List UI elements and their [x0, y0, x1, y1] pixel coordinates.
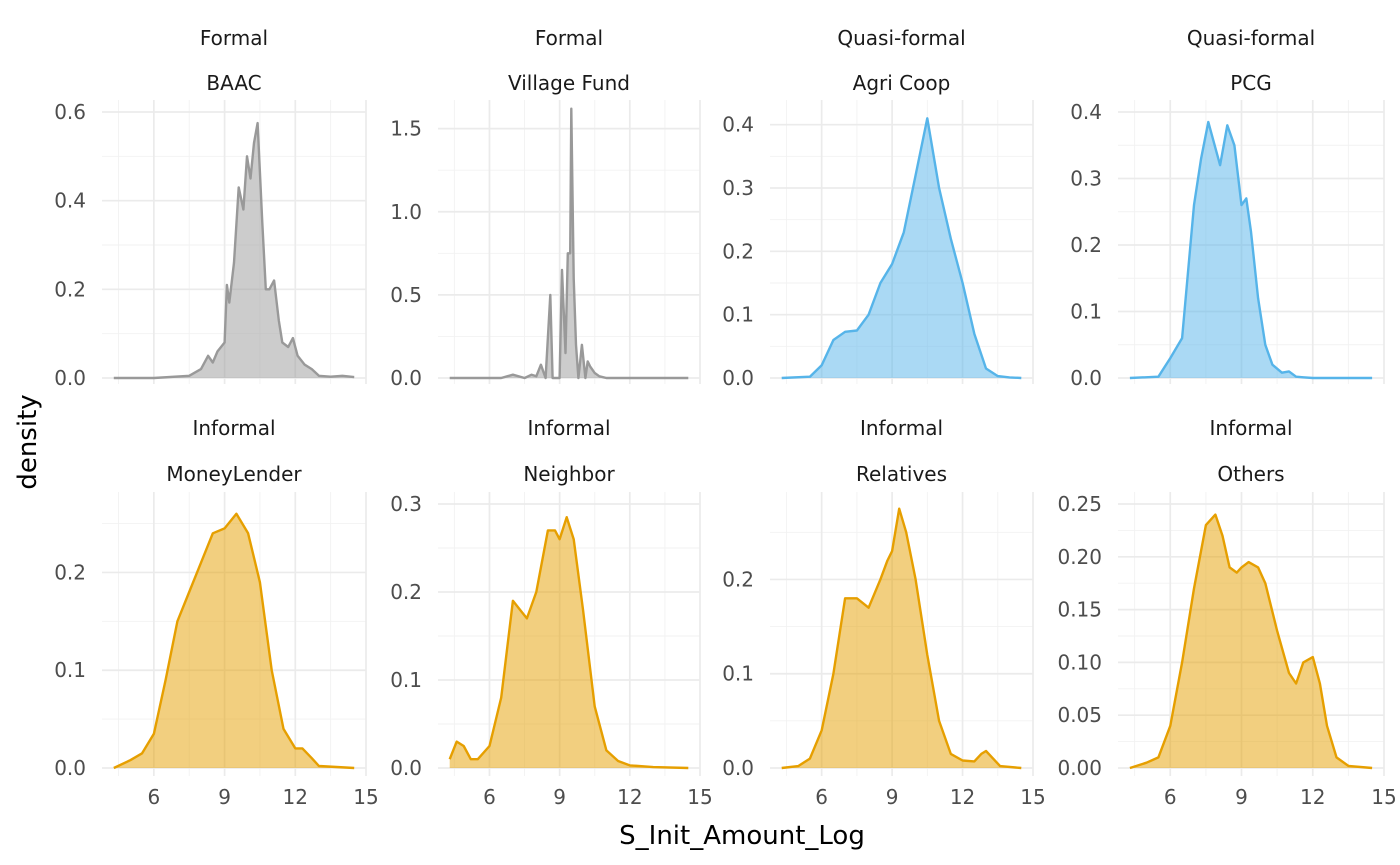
- density-line-pcg: [1129, 120, 1373, 380]
- density-area-pcg: [1129, 122, 1373, 378]
- density-area-baac: [113, 123, 355, 378]
- y-tick-label: 0.1: [722, 662, 754, 686]
- y-tick-label: 0.2: [54, 277, 86, 301]
- density-area-relatives: [781, 508, 1022, 768]
- y-tick-label: 0.0: [1070, 366, 1102, 390]
- x-tick-label: 15: [1371, 785, 1396, 809]
- x-tick-label: 9: [1235, 785, 1248, 809]
- x-tick-label: 15: [353, 785, 378, 809]
- strip-name-label: Others: [1217, 462, 1284, 486]
- strip-group-label: Informal: [1209, 416, 1292, 440]
- y-tick-label: 0.2: [722, 567, 754, 591]
- x-tick-label: 6: [483, 785, 496, 809]
- strip-name-label: Neighbor: [523, 462, 615, 486]
- strip-name-label: Village Fund: [508, 71, 630, 95]
- panel-others: 0.00 0.05 0.10 0.15 0.20 0.25 Informal Others 6 9…: [1057, 416, 1396, 809]
- strip-group-label: Formal: [200, 26, 268, 50]
- density-area-agri-coop: [781, 118, 1022, 379]
- y-tick-label: 0.25: [1057, 492, 1102, 516]
- y-tick-label: 0.3: [1070, 167, 1102, 191]
- density-line-others: [1129, 513, 1373, 770]
- strip-name-label: Agri Coop: [853, 71, 951, 95]
- x-tick-label: 6: [147, 785, 160, 809]
- x-tick-label: 15: [687, 785, 712, 809]
- y-tick-label: 0.20: [1057, 545, 1102, 569]
- x-tick-label: 12: [617, 785, 642, 809]
- panel-village-fund: 0.0 0.5 1.0 1.5 Formal Village Fund: [390, 26, 701, 390]
- x-tick-label: 15: [1020, 785, 1045, 809]
- x-tick-label: 12: [950, 785, 975, 809]
- y-tick-label: 1.0: [390, 200, 422, 224]
- x-tick-label: 12: [283, 785, 308, 809]
- y-tick-label: 0.2: [54, 560, 86, 584]
- panel-moneylender: 0.0 0.1 0.2 Informal MoneyLender 6 9 12 15: [54, 416, 379, 809]
- y-tick-label: 0.1: [722, 303, 754, 327]
- density-line-baac: [113, 121, 355, 380]
- y-axis-title: density: [13, 394, 43, 489]
- density-line-agri-coop: [781, 117, 1022, 380]
- y-tick-label: 0.1: [54, 658, 86, 682]
- x-tick-label: 12: [1300, 785, 1325, 809]
- strip-group-label: Quasi-formal: [837, 26, 965, 50]
- strip-name-label: PCG: [1230, 71, 1272, 95]
- y-tick-label: 0.10: [1057, 650, 1102, 674]
- y-tick-label: 0.1: [390, 668, 422, 692]
- x-tick-label: 6: [815, 785, 828, 809]
- density-area-village-fund: [449, 108, 689, 378]
- density-area-others: [1129, 514, 1373, 768]
- density-line-relatives: [781, 507, 1022, 770]
- density-area-neighbor: [449, 517, 689, 768]
- strip-group-label: Informal: [527, 416, 610, 440]
- strip-group-label: Quasi-formal: [1187, 26, 1315, 50]
- strip-name-label: BAAC: [206, 71, 261, 95]
- y-tick-label: 0.0: [54, 366, 86, 390]
- y-tick-label: 0.2: [722, 239, 754, 263]
- y-tick-label: 0.15: [1057, 598, 1102, 622]
- density-area-moneylender: [113, 513, 355, 768]
- panels-layer: 0.0 0.2 0.4 0.6 Formal BAAC 0.0 0.5 1.0 1.5 Formal…: [54, 26, 1397, 809]
- y-tick-label: 0.0: [722, 366, 754, 390]
- y-tick-label: 0.2: [390, 580, 422, 604]
- x-tick-label: 6: [1164, 785, 1177, 809]
- y-tick-label: 0.4: [54, 189, 86, 213]
- strip-group-label: Informal: [860, 416, 943, 440]
- panel-pcg: 0.0 0.1 0.2 0.3 0.4 Quasi-formal PCG: [1070, 26, 1385, 390]
- panel-relatives: 0.0 0.1 0.2 Informal Relatives 6 9 12 15: [722, 416, 1046, 809]
- y-tick-label: 0.0: [722, 756, 754, 780]
- y-tick-label: 0.6: [54, 100, 86, 124]
- density-line-moneylender: [113, 512, 355, 770]
- panel-neighbor: 0.0 0.1 0.2 0.3 Informal Neighbor 6 9 12 15: [390, 416, 713, 809]
- panel-agri-coop: 0.0 0.1 0.2 0.3 0.4 Quasi-formal Agri Coop: [722, 26, 1034, 390]
- y-tick-label: 0.3: [722, 176, 754, 200]
- x-tick-label: 9: [553, 785, 566, 809]
- panel-baac: 0.0 0.2 0.4 0.6 Formal BAAC: [54, 26, 367, 390]
- y-tick-label: 0.5: [390, 283, 422, 307]
- y-tick-label: 0.05: [1057, 703, 1102, 727]
- y-tick-label: 0.3: [390, 492, 422, 516]
- y-tick-label: 0.4: [722, 113, 754, 137]
- strip-name-label: Relatives: [856, 462, 947, 486]
- density-line-village-fund: [449, 107, 689, 380]
- x-axis-title: S_Init_Amount_Log: [619, 821, 865, 851]
- x-tick-label: 9: [886, 785, 899, 809]
- density-line-neighbor: [448, 516, 689, 770]
- y-tick-label: 0.0: [390, 756, 422, 780]
- y-tick-label: 0.0: [54, 756, 86, 780]
- strip-name-label: MoneyLender: [166, 462, 302, 486]
- y-tick-label: 0.1: [1070, 300, 1102, 324]
- y-tick-label: 0.0: [390, 366, 422, 390]
- y-tick-label: 0.4: [1070, 100, 1102, 124]
- strip-group-label: Formal: [535, 26, 603, 50]
- y-tick-label: 0.00: [1057, 756, 1102, 780]
- x-tick-label: 9: [218, 785, 231, 809]
- y-tick-label: 1.5: [390, 117, 422, 141]
- y-tick-label: 0.2: [1070, 233, 1102, 257]
- strip-group-label: Informal: [192, 416, 275, 440]
